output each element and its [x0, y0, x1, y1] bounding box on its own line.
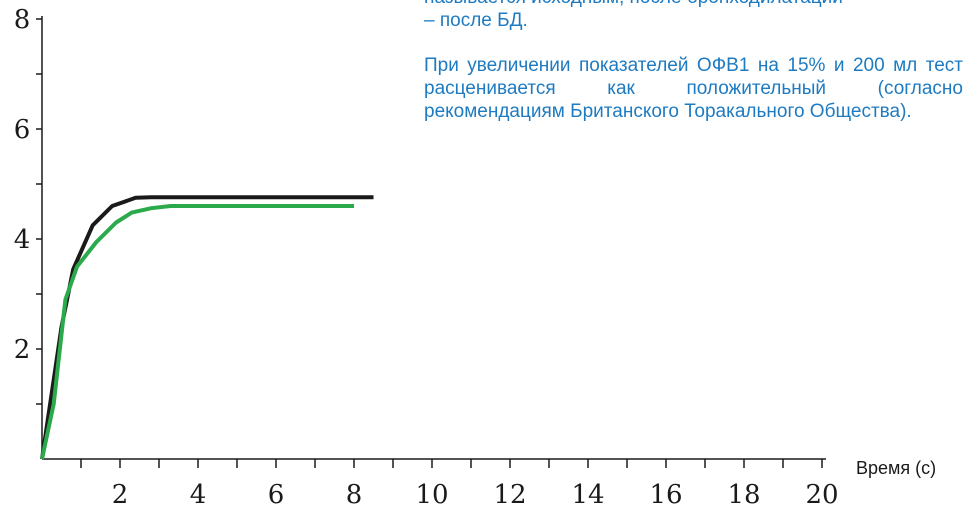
description-text: называется исходным, после бронходилатац… — [424, 0, 963, 186]
series-line-2 — [40, 204, 354, 460]
x-tick-label: 6 — [268, 480, 285, 509]
x-tick-label: 2 — [112, 480, 129, 509]
x-tick-label: 16 — [649, 480, 682, 509]
y-axis-ticks: 2 4 6 8 — [14, 5, 42, 405]
y-tick-label: 2 — [14, 335, 31, 365]
y-tick-label: 6 — [14, 115, 31, 145]
description-line-1: называется исходным, после бронходилатац… — [424, 0, 963, 9]
description-paragraph-2: При увеличении показателей ОФВ1 на 15% и… — [424, 55, 963, 122]
x-tick-label: 4 — [190, 480, 207, 509]
x-tick-label: 8 — [346, 480, 363, 509]
x-tick-label: 20 — [805, 480, 838, 509]
x-tick-label: 14 — [571, 480, 604, 509]
y-tick-label: 8 — [14, 5, 31, 35]
description-line-2: – после БД. — [424, 10, 528, 31]
x-tick-label: 18 — [727, 480, 760, 509]
y-tick-label: 4 — [14, 225, 31, 255]
x-axis-label: Время (с) — [856, 458, 936, 478]
x-tick-label: 12 — [493, 480, 526, 509]
x-tick-label: 10 — [415, 480, 448, 509]
x-axis-ticks: 2 4 6 8 10 12 14 16 18 20 — [80, 459, 839, 509]
series-lines — [40, 195, 374, 460]
series-line-1 — [40, 195, 374, 460]
